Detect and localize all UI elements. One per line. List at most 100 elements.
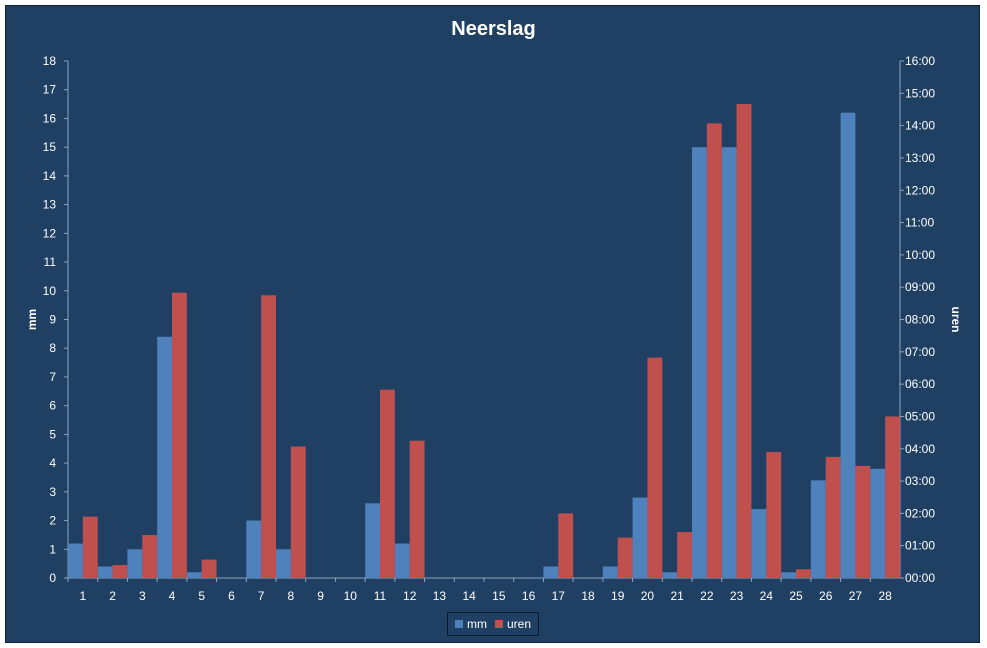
y2-tick-label: 04:00 bbox=[905, 442, 935, 456]
bar-mm bbox=[870, 468, 886, 578]
bar-uren bbox=[736, 103, 752, 579]
y-tick-label: 11 bbox=[44, 255, 57, 269]
x-tick-label: 15 bbox=[492, 589, 506, 603]
y-tick-label: 1 bbox=[49, 542, 56, 556]
y-tick-label: 14 bbox=[43, 169, 57, 183]
y-tick-label: 9 bbox=[49, 313, 56, 327]
bar-mm bbox=[840, 112, 856, 578]
x-tick-label: 19 bbox=[611, 589, 625, 603]
y-tick-label: 0 bbox=[49, 571, 56, 585]
bar-uren bbox=[825, 456, 841, 578]
bar-mm bbox=[246, 520, 262, 578]
y2-tick-label: 15:00 bbox=[905, 86, 935, 100]
bar-uren bbox=[766, 451, 782, 578]
x-tick-label: 26 bbox=[819, 589, 833, 603]
legend-swatch-uren bbox=[494, 620, 503, 628]
x-tick-label: 13 bbox=[433, 589, 447, 603]
x-tick-label: 20 bbox=[641, 589, 655, 603]
x-tick-label: 14 bbox=[462, 589, 476, 603]
bar-uren bbox=[706, 123, 722, 578]
x-tick-label: 27 bbox=[849, 589, 863, 603]
bar-uren bbox=[885, 416, 900, 578]
x-tick-label: 23 bbox=[730, 589, 744, 603]
x-tick-label: 1 bbox=[80, 589, 87, 603]
y-tick-label: 8 bbox=[49, 341, 56, 355]
bar-mm bbox=[721, 147, 737, 578]
y2-tick-label: 02:00 bbox=[905, 506, 935, 520]
bar-uren bbox=[409, 440, 425, 578]
bar-uren bbox=[647, 357, 663, 578]
y-axis-title: mm bbox=[25, 309, 39, 330]
bar-uren bbox=[677, 532, 692, 578]
y2-tick-label: 08:00 bbox=[905, 313, 935, 327]
x-tick-label: 22 bbox=[700, 589, 714, 603]
x-tick-label: 11 bbox=[374, 589, 387, 603]
y2-tick-label: 11:00 bbox=[905, 216, 934, 230]
y-tick-label: 5 bbox=[49, 427, 56, 441]
y-tick-label: 18 bbox=[43, 54, 57, 68]
x-tick-label: 21 bbox=[670, 589, 684, 603]
y2-tick-label: 12:00 bbox=[905, 183, 935, 197]
y-tick-label: 4 bbox=[49, 456, 56, 470]
bar-mm bbox=[543, 566, 559, 578]
y2-tick-label: 05:00 bbox=[905, 409, 935, 423]
bar-uren bbox=[380, 389, 395, 578]
y2-tick-label: 13:00 bbox=[905, 151, 935, 165]
x-tick-label: 28 bbox=[878, 589, 892, 603]
bar-uren bbox=[558, 513, 574, 578]
bar-mm bbox=[602, 566, 618, 578]
x-tick-label: 4 bbox=[169, 589, 176, 603]
bar-uren bbox=[261, 295, 276, 578]
legend: mm uren bbox=[447, 612, 539, 636]
bar-uren bbox=[82, 516, 98, 578]
bar-uren bbox=[796, 569, 811, 578]
y-tick-label: 3 bbox=[49, 485, 56, 499]
y2-tick-label: 01:00 bbox=[905, 539, 935, 553]
y2-tick-label: 00:00 bbox=[905, 571, 935, 585]
bar-uren bbox=[142, 535, 158, 578]
y-tick-label: 10 bbox=[43, 284, 57, 298]
x-tick-label: 8 bbox=[288, 589, 295, 603]
bar-mm bbox=[751, 509, 767, 578]
x-tick-label: 6 bbox=[228, 589, 235, 603]
y2-axis-title: uren bbox=[949, 306, 963, 332]
bar-uren bbox=[617, 537, 633, 578]
y2-tick-label: 06:00 bbox=[905, 377, 935, 391]
y2-tick-label: 07:00 bbox=[905, 345, 935, 359]
x-tick-label: 25 bbox=[789, 589, 803, 603]
x-tick-label: 3 bbox=[139, 589, 146, 603]
legend-item-uren: uren bbox=[494, 617, 532, 631]
y2-tick-label: 03:00 bbox=[905, 474, 935, 488]
y2-tick-label: 09:00 bbox=[905, 280, 935, 294]
x-tick-label: 2 bbox=[109, 589, 116, 603]
x-tick-label: 10 bbox=[344, 589, 358, 603]
x-tick-label: 18 bbox=[581, 589, 595, 603]
bar-mm bbox=[810, 480, 826, 578]
y2-tick-label: 10:00 bbox=[905, 248, 935, 262]
legend-item-mm: mm bbox=[454, 617, 487, 631]
y-tick-label: 12 bbox=[43, 226, 57, 240]
bar-mm bbox=[394, 543, 410, 578]
bar-uren bbox=[290, 446, 306, 578]
bar-uren bbox=[172, 292, 187, 578]
x-tick-label: 5 bbox=[198, 589, 205, 603]
bar-mm bbox=[692, 147, 707, 578]
bar-mm bbox=[157, 336, 172, 578]
bar-mm bbox=[365, 503, 380, 578]
y-tick-label: 6 bbox=[49, 399, 56, 413]
bar-uren bbox=[855, 465, 871, 578]
x-tick-label: 24 bbox=[760, 589, 774, 603]
legend-label-mm: mm bbox=[466, 617, 487, 631]
x-tick-label: 16 bbox=[522, 589, 536, 603]
bar-mm bbox=[186, 572, 202, 578]
bar-mm bbox=[276, 549, 291, 578]
y-tick-label: 13 bbox=[43, 198, 57, 212]
x-tick-label: 7 bbox=[258, 589, 265, 603]
bar-mm bbox=[68, 543, 83, 578]
y-tick-label: 17 bbox=[43, 83, 57, 97]
y-tick-label: 16 bbox=[43, 111, 57, 125]
chart-title: Neerslag bbox=[451, 18, 536, 40]
legend-label-uren: uren bbox=[506, 617, 532, 631]
bar-mm bbox=[127, 549, 143, 578]
